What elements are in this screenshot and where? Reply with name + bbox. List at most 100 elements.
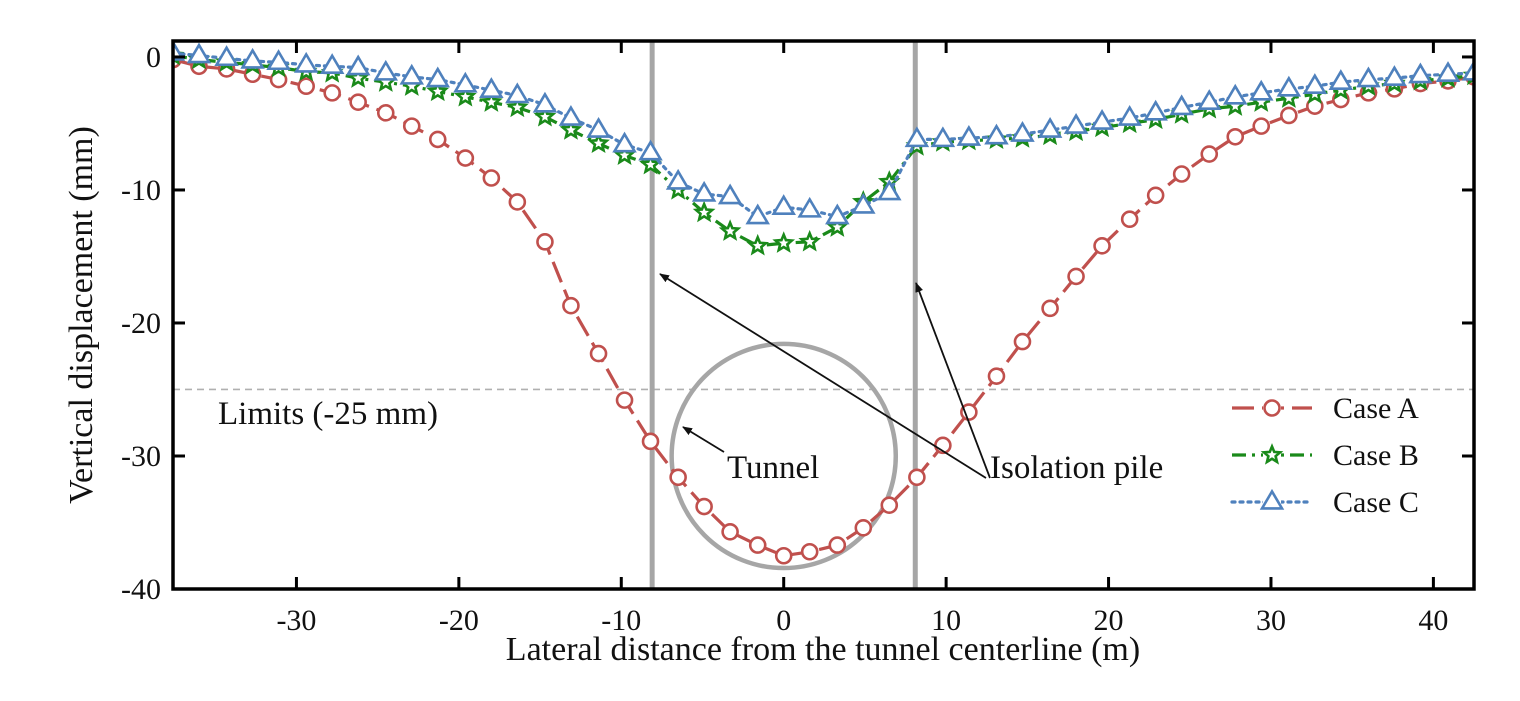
- x-tick-label: 20: [1094, 604, 1124, 637]
- series-case-a: [173, 50, 1474, 565]
- data-point-case-b: [454, 84, 477, 107]
- data-point-case-a: [1252, 117, 1271, 135]
- data-point-case-c: [1143, 99, 1168, 121]
- data-point-case-c: [904, 126, 930, 148]
- tunnel-label: Tunnel: [727, 450, 819, 486]
- x-tick-label: -20: [439, 604, 479, 637]
- y-tick-label: -40: [121, 573, 161, 606]
- data-point-case-c: [1196, 89, 1222, 110]
- data-point-case-c: [1037, 117, 1063, 138]
- data-point-case-a: [562, 296, 580, 315]
- data-point-case-c: [1089, 109, 1115, 130]
- isolation-pile-label: Isolation pile: [990, 450, 1163, 486]
- data-point-case-a: [536, 233, 554, 251]
- data-point-case-c: [1382, 65, 1407, 87]
- legend-label-case-c: Case C: [1333, 486, 1419, 519]
- data-point-case-b: [825, 215, 849, 237]
- data-point-case-b: [718, 219, 742, 241]
- legend-symbol-case-b: [1232, 443, 1312, 465]
- data-point-case-c: [984, 123, 1009, 145]
- data-point-case-b: [426, 79, 450, 102]
- data-point-case-a: [1146, 186, 1165, 205]
- data-point-case-a: [1200, 145, 1219, 163]
- data-point-case-b: [639, 152, 662, 175]
- data-point-case-c: [345, 54, 371, 76]
- data-point-case-c: [638, 139, 663, 161]
- data-point-case-a: [854, 519, 873, 537]
- data-point-case-a: [482, 169, 501, 187]
- series-line-case-c: [173, 51, 1474, 219]
- pile-arrow-left: [659, 273, 987, 479]
- x-tick-label: 40: [1418, 604, 1448, 637]
- y-tick-label: 0: [146, 41, 161, 74]
- tunnel-circle: [669, 341, 899, 571]
- limit-label: Limits (-25 mm): [218, 396, 438, 432]
- legend-symbol-case-c: [1230, 488, 1314, 512]
- x-tick-label: 10: [931, 604, 961, 637]
- data-point-case-b: [798, 229, 822, 252]
- data-point-case-a: [1120, 210, 1139, 229]
- data-point-case-a: [615, 391, 634, 409]
- x-tick-label: -10: [601, 604, 641, 637]
- legend-item-case-b: Case B: [1232, 439, 1419, 472]
- data-point-case-a: [669, 468, 687, 487]
- data-point-case-c: [665, 168, 691, 190]
- data-point-case-c: [1063, 113, 1089, 134]
- series-line-case-a: [173, 58, 1474, 558]
- data-point-case-b: [559, 118, 583, 140]
- data-point-case-c: [532, 91, 558, 113]
- data-point-case-a: [960, 403, 978, 421]
- tunnel-arrow: [682, 426, 725, 453]
- data-point-case-a: [1226, 127, 1245, 146]
- data-point-case-a: [456, 149, 475, 167]
- data-point-case-c: [453, 71, 478, 93]
- data-point-case-c: [956, 124, 982, 146]
- y-tick-label: -10: [121, 174, 161, 207]
- data-point-case-b: [587, 131, 610, 154]
- data-point-case-c: [479, 77, 504, 98]
- data-point-case-c: [717, 183, 743, 205]
- data-point-case-a: [323, 84, 341, 102]
- legend-item-case-c: Case C: [1230, 486, 1419, 519]
- data-point-case-a: [800, 542, 819, 561]
- data-point-case-a: [376, 104, 395, 122]
- plot-frame: [171, 39, 1476, 591]
- data-point-case-a: [908, 468, 926, 487]
- legend-item-case-a: Case A: [1232, 392, 1419, 425]
- data-point-case-c: [214, 45, 239, 67]
- data-point-case-a: [1041, 299, 1059, 318]
- series-case-c: [173, 41, 1474, 225]
- x-axis-title: Lateral distance from the tunnel centerl…: [506, 631, 1140, 668]
- data-point-case-b: [533, 104, 557, 127]
- legend-marker-case-a: [1263, 399, 1281, 417]
- data-point-case-c: [586, 117, 611, 138]
- data-point-case-a: [1013, 332, 1032, 351]
- data-point-case-a: [508, 193, 527, 211]
- data-point-case-c: [266, 49, 291, 71]
- series-case-b: [173, 43, 1474, 256]
- data-point-case-c: [877, 179, 902, 201]
- data-point-case-b: [480, 90, 503, 112]
- data-point-case-b: [613, 143, 636, 166]
- data-point-case-a: [1093, 237, 1111, 255]
- data-point-case-a: [748, 536, 767, 554]
- pile-arrow-right: [915, 282, 991, 479]
- data-point-case-a: [297, 77, 315, 96]
- data-point-case-a: [987, 367, 1006, 385]
- data-point-case-a: [1067, 267, 1085, 286]
- data-point-case-c: [1117, 105, 1142, 126]
- data-point-case-a: [1172, 165, 1191, 183]
- data-point-case-c: [373, 59, 399, 81]
- data-point-case-c: [1328, 69, 1354, 90]
- data-point-case-c: [745, 203, 770, 225]
- data-point-case-c: [186, 42, 212, 64]
- legend: Case A Case B Case C: [1230, 392, 1419, 519]
- data-point-case-c: [1302, 73, 1328, 94]
- x-tick-label: -30: [276, 604, 316, 637]
- data-point-case-c: [1408, 62, 1433, 84]
- series-layer: [173, 41, 1474, 565]
- data-point-case-c: [691, 180, 717, 202]
- data-point-case-c: [1461, 59, 1474, 81]
- data-point-case-b: [506, 95, 529, 118]
